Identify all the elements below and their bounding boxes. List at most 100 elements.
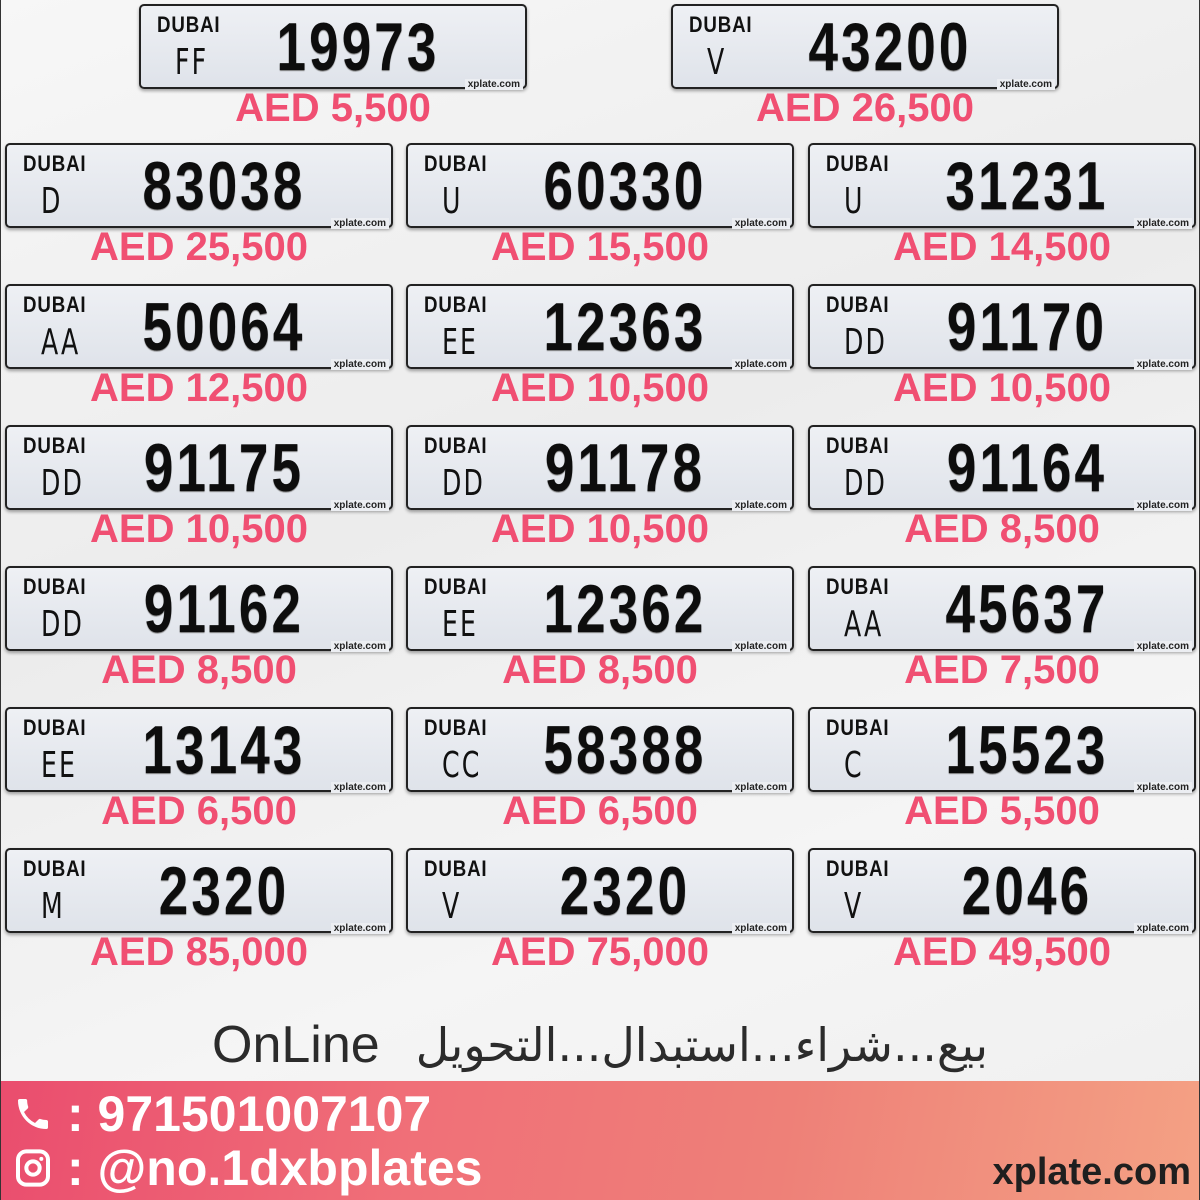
plate-watermark: xplate.com	[330, 359, 389, 370]
plate-number: 58388	[543, 712, 707, 788]
plate-watermark: xplate.com	[731, 359, 790, 370]
plate-code: V	[707, 42, 727, 83]
plate-code: DD	[844, 322, 888, 363]
license-plate: DUBAI C 15523 xplate.com	[808, 707, 1196, 793]
dubai-logo: DUBAI	[689, 12, 753, 37]
dubai-logo: DUBAI	[826, 856, 890, 881]
plate-watermark: xplate.com	[1133, 923, 1192, 934]
plate-number: 2320	[559, 853, 691, 929]
plate-listing[interactable]: DUBAI V 2320 xplate.com AED 75,000	[406, 848, 794, 978]
plate-price: AED 8,500	[101, 648, 297, 692]
plate-price: AED 6,500	[101, 789, 297, 833]
plate-code: EE	[41, 745, 78, 786]
dubai-logo: DUBAI	[424, 433, 488, 458]
dubai-logo: DUBAI	[826, 151, 890, 176]
plate-code: EE	[442, 322, 479, 363]
plate-number: 50064	[142, 289, 306, 365]
license-plate: DUBAI DD 91175 xplate.com	[5, 425, 393, 511]
plate-listing[interactable]: DUBAI EE 12363 xplate.com AED 10,500	[406, 284, 794, 414]
plate-listing[interactable]: DUBAI CC 58388 xplate.com AED 6,500	[406, 707, 794, 837]
plate-number: 31231	[945, 148, 1109, 224]
plate-code: V	[442, 886, 462, 927]
plate-number: 19973	[276, 9, 440, 85]
plate-listing[interactable]: DUBAI U 31231 xplate.com AED 14,500	[808, 143, 1196, 273]
plate-price: AED 10,500	[491, 366, 709, 410]
phone-number[interactable]: : 971501007107	[67, 1086, 432, 1142]
plate-listing[interactable]: DUBAI U 60330 xplate.com AED 15,500	[406, 143, 794, 273]
plate-listing[interactable]: DUBAI AA 50064 xplate.com AED 12,500	[5, 284, 393, 414]
dubai-logo: DUBAI	[826, 292, 890, 317]
license-plate: DUBAI DD 91164 xplate.com	[808, 425, 1196, 511]
dubai-logo: DUBAI	[157, 12, 221, 37]
plate-code: DD	[442, 463, 486, 504]
plate-price: AED 14,500	[893, 225, 1111, 269]
plate-price: AED 7,500	[904, 648, 1100, 692]
plate-price: AED 15,500	[491, 225, 709, 269]
plate-listing[interactable]: DUBAI AA 45637 xplate.com AED 7,500	[808, 566, 1196, 696]
dubai-logo: DUBAI	[424, 292, 488, 317]
plate-listing[interactable]: DUBAI EE 13143 xplate.com AED 6,500	[5, 707, 393, 837]
tagline-arabic: بيع...شراء...استبدال...التحويل	[415, 1018, 988, 1072]
license-plate: DUBAI EE 12362 xplate.com	[406, 566, 794, 652]
plate-price: AED 25,500	[90, 225, 308, 269]
plate-watermark: xplate.com	[1133, 359, 1192, 370]
plate-code: C	[844, 745, 864, 786]
plate-watermark: xplate.com	[330, 782, 389, 793]
contact-banner: : 971501007107 : @no.1dxbplates xplate.c…	[1, 1081, 1199, 1200]
license-plate: DUBAI V 2320 xplate.com	[406, 848, 794, 934]
license-plate: DUBAI DD 91162 xplate.com	[5, 566, 393, 652]
plate-listing[interactable]: DUBAI EE 12362 xplate.com AED 8,500	[406, 566, 794, 696]
plate-code: D	[41, 181, 63, 222]
dubai-logo: DUBAI	[23, 433, 87, 458]
plate-listing[interactable]: DUBAI FF 19973 xplate.com AED 5,500	[139, 4, 527, 134]
license-plate: DUBAI U 60330 xplate.com	[406, 143, 794, 229]
plate-listing[interactable]: DUBAI DD 91170 xplate.com AED 10,500	[808, 284, 1196, 414]
plate-price: AED 8,500	[904, 507, 1100, 551]
plate-listing[interactable]: DUBAI V 2046 xplate.com AED 49,500	[808, 848, 1196, 978]
license-plate: DUBAI EE 12363 xplate.com	[406, 284, 794, 370]
instagram-handle[interactable]: : @no.1dxbplates	[67, 1140, 483, 1196]
plate-number: 83038	[142, 148, 306, 224]
plate-code: M	[41, 886, 65, 927]
license-plate: DUBAI EE 13143 xplate.com	[5, 707, 393, 793]
instagram-icon	[9, 1144, 57, 1192]
license-plate: DUBAI AA 45637 xplate.com	[808, 566, 1196, 652]
dubai-logo: DUBAI	[23, 574, 87, 599]
plate-watermark: xplate.com	[731, 218, 790, 229]
license-plate: DUBAI FF 19973 xplate.com	[139, 4, 527, 90]
plate-listing[interactable]: DUBAI DD 91164 xplate.com AED 8,500	[808, 425, 1196, 555]
plate-price: AED 5,500	[904, 789, 1100, 833]
plate-watermark: xplate.com	[330, 500, 389, 511]
plate-code: V	[844, 886, 864, 927]
plate-listing[interactable]: DUBAI C 15523 xplate.com AED 5,500	[808, 707, 1196, 837]
plate-number: 91164	[946, 430, 1108, 506]
plate-number: 60330	[543, 148, 707, 224]
plate-number: 13143	[142, 712, 306, 788]
dubai-logo: DUBAI	[826, 715, 890, 740]
dubai-logo: DUBAI	[826, 574, 890, 599]
license-plate: DUBAI AA 50064 xplate.com	[5, 284, 393, 370]
plate-watermark: xplate.com	[731, 923, 790, 934]
plate-price: AED 10,500	[893, 366, 1111, 410]
website[interactable]: xplate.com	[992, 1151, 1191, 1193]
plate-price: AED 12,500	[90, 366, 308, 410]
plate-number: 91162	[143, 571, 305, 647]
plate-watermark: xplate.com	[1133, 500, 1192, 511]
plate-listing[interactable]: DUBAI V 43200 xplate.com AED 26,500	[671, 4, 1059, 134]
plate-listing[interactable]: DUBAI DD 91162 xplate.com AED 8,500	[5, 566, 393, 696]
plate-listing[interactable]: DUBAI DD 91178 xplate.com AED 10,500	[406, 425, 794, 555]
license-plate: DUBAI CC 58388 xplate.com	[406, 707, 794, 793]
plate-price: AED 85,000	[90, 930, 308, 974]
instagram-line: : @no.1dxbplates	[9, 1139, 482, 1197]
plate-number: 43200	[808, 9, 972, 85]
plate-listing[interactable]: DUBAI DD 91175 xplate.com AED 10,500	[5, 425, 393, 555]
plate-listing[interactable]: DUBAI M 2320 xplate.com AED 85,000	[5, 848, 393, 978]
plate-price: AED 26,500	[756, 86, 974, 130]
plate-price: AED 6,500	[502, 789, 698, 833]
plate-listing[interactable]: DUBAI D 83038 xplate.com AED 25,500	[5, 143, 393, 273]
plate-watermark: xplate.com	[330, 641, 389, 652]
plate-code: U	[844, 181, 865, 222]
plate-number: 91178	[544, 430, 706, 506]
plate-code: DD	[41, 604, 85, 645]
